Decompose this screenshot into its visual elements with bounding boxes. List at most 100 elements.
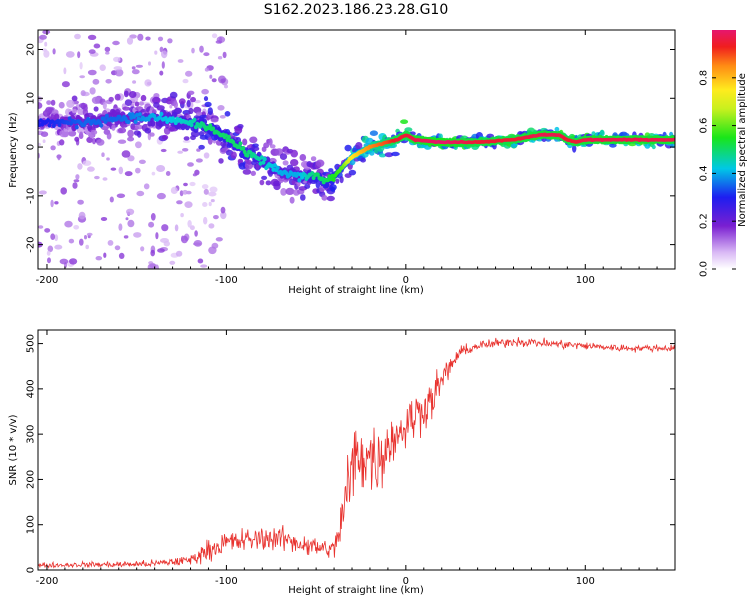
spectrogram-noise-blob: [170, 186, 178, 194]
spectrogram-noise-blob: [105, 79, 112, 84]
spectrogram-noise-blob: [84, 235, 87, 240]
spectrogram-halo-blob: [391, 151, 400, 157]
spectrogram-noise-blob: [42, 30, 51, 35]
snr-y-tick-label: 300: [26, 425, 37, 444]
spectrogram-noise-blob: [64, 220, 73, 228]
spectrogram-halo-blob: [360, 158, 366, 163]
spectrogram-noise-blob: [87, 166, 95, 172]
spectrogram-halo-blob: [173, 101, 178, 109]
spectrogram-noise-blob: [203, 52, 210, 57]
spectrogram-ridge-core: [74, 125, 79, 130]
snr-x-tick-label: 100: [576, 576, 595, 587]
spectrogram-noise-blob: [79, 75, 85, 79]
colorbar-gradient: [712, 30, 736, 269]
spectrogram-ridge-core: [67, 116, 72, 121]
spectrogram-noise-blob: [131, 69, 140, 75]
spectrogram-halo-blob: [369, 130, 378, 136]
spectrogram-noise-blob: [54, 244, 63, 250]
snr-x-tick-label: -200: [36, 576, 59, 587]
spectrogram-ridge-core: [300, 175, 305, 180]
spectrogram-halo-blob: [218, 158, 224, 164]
spectrogram-frame: [37, 29, 676, 270]
spectrogram-noise-blob: [110, 167, 117, 171]
spectrogram-halo-blob: [279, 153, 288, 161]
colorbar-tick-label: 0.4: [699, 165, 710, 181]
colorbar-label: Normalized spectral amplitude: [737, 73, 748, 227]
spectrogram-halo-blob: [138, 101, 144, 106]
spectrogram-halo-blob: [144, 127, 152, 134]
spectrogram-noise-blob: [220, 78, 226, 83]
spectrogram-noise-blob: [202, 202, 208, 207]
spectrogram-halo-blob: [169, 91, 178, 99]
spectrogram-halo-blob: [230, 151, 237, 159]
spectrogram-noise-blob: [82, 160, 92, 166]
spectrogram-halo-blob: [117, 127, 127, 134]
spectrogram-ridge-core: [57, 122, 62, 128]
spectrogram-noise-blob: [194, 99, 201, 104]
spectrogram-halo-blob: [310, 156, 317, 162]
spectrogram-halo-blob: [183, 136, 190, 141]
spectrogram-halo-blob: [127, 136, 135, 142]
spectrogram-halo-blob: [91, 96, 101, 105]
spectrogram-noise-blob: [118, 252, 125, 259]
spectrogram-noise-blob: [182, 139, 191, 143]
spectrogram-halo-blob: [224, 111, 231, 117]
spectrogram-noise-blob: [69, 258, 78, 265]
spectrogram-halo-blob: [242, 138, 248, 146]
spectrogram-noise-blob: [184, 201, 193, 209]
spectrogram-halo-blob: [299, 154, 307, 161]
spectrogram-noise-blob: [127, 155, 135, 162]
spectrogram-noise-blob: [154, 264, 159, 269]
spectrogram-halo-blob: [178, 98, 186, 105]
spectrogram-ridge-core: [133, 119, 138, 124]
spectrogram-noise-blob: [154, 50, 158, 55]
spectrogram-halo-blob: [268, 138, 273, 146]
spectrogram-ridge-core: [192, 117, 197, 123]
spectrogram-halo-blob: [71, 109, 78, 114]
spectrogram-halo-blob: [282, 160, 289, 166]
spectrogram-halo-blob: [572, 144, 577, 153]
spectrogram-halo-blob: [329, 184, 337, 191]
spectrogram-halo-blob: [273, 180, 281, 187]
spectrogram-noise-blob: [102, 177, 108, 181]
spectrogram-noise-blob: [151, 171, 156, 176]
spectrogram-noise-blob: [38, 142, 42, 147]
spectrogram-halo-blob: [80, 90, 86, 97]
spectrogram-noise-blob: [167, 38, 173, 44]
spectrogram-noise-blob: [47, 245, 54, 253]
spectrogram-noise-blob: [199, 45, 204, 53]
spectrogram-noise-blob: [88, 49, 96, 54]
spectrogram-noise-blob: [114, 68, 124, 77]
spectrogram-noise-blob: [189, 225, 195, 231]
spectrogram-noise-blob: [183, 182, 188, 187]
spectrogram-noise-blob: [182, 189, 188, 195]
spectrogram-halo-blob: [348, 169, 357, 176]
spectrogram-halo-blob: [111, 124, 116, 131]
spectrogram-x-tick-label: 100: [576, 275, 595, 286]
spectrogram-noise-blob: [163, 240, 170, 247]
spectrogram-halo-blob: [71, 95, 78, 102]
spectrogram-noise-blob: [145, 36, 151, 41]
spectrogram-y-tick-label: 10: [26, 92, 37, 105]
spectrogram-ridge-core: [104, 113, 109, 119]
spectrogram-halo-blob: [255, 163, 260, 170]
spectrogram-noise-blob: [193, 240, 203, 247]
spectrogram-noise-blob: [85, 244, 89, 250]
spectrogram-noise-blob: [177, 150, 184, 154]
spectrogram-halo-blob: [38, 102, 43, 109]
spectrogram-noise-blob: [189, 181, 196, 187]
spectrogram-halo-blob: [186, 99, 191, 108]
spectrogram-halo-blob: [137, 131, 142, 138]
spectrogram-noise-blob: [38, 225, 44, 229]
spectrogram-noise-blob: [155, 232, 159, 240]
snr-y-tick-label: 100: [26, 515, 37, 534]
spectrogram-noise-blob: [86, 232, 93, 236]
spectrogram-noise-blob: [72, 182, 78, 189]
spectrogram-ridge-core: [99, 123, 104, 128]
spectrogram-noise-blob: [137, 33, 144, 41]
spectrogram-noise-blob: [222, 51, 227, 59]
spectrogram-noise-blob: [160, 148, 167, 153]
spectrogram-noise-blob: [208, 223, 215, 229]
spectrogram-halo-blob: [50, 99, 56, 106]
